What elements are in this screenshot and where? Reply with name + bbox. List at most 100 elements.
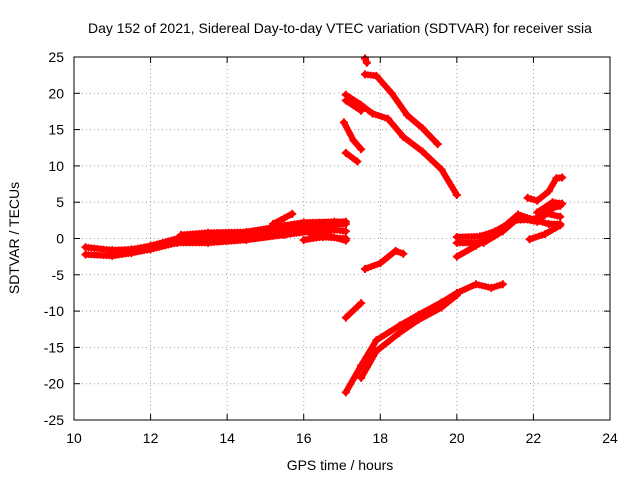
y-axis-label: SDTVAR / TECUs <box>6 182 22 294</box>
x-axis-label: GPS time / hours <box>287 457 394 473</box>
data-point <box>540 230 549 239</box>
data-point <box>299 218 308 227</box>
x-tick-label: 12 <box>143 430 159 446</box>
data-point <box>269 219 278 228</box>
data-point <box>280 221 289 230</box>
data-point <box>288 209 297 218</box>
data-point <box>127 249 136 258</box>
data-series <box>81 54 567 397</box>
data-point <box>326 232 335 241</box>
y-tick-label: 0 <box>56 231 64 247</box>
data-point <box>242 235 251 244</box>
y-tick-label: 25 <box>48 49 64 65</box>
data-point <box>558 173 567 182</box>
x-tick-label: 16 <box>296 430 312 446</box>
data-point <box>387 89 396 98</box>
data-point <box>341 148 350 157</box>
data-point <box>341 236 350 245</box>
data-point <box>418 124 427 133</box>
data-point <box>399 132 408 141</box>
series-band <box>342 281 506 396</box>
data-point <box>556 212 565 221</box>
data-point <box>437 303 446 312</box>
data-point <box>357 373 366 382</box>
data-point <box>498 280 507 289</box>
data-point <box>472 241 480 250</box>
y-tick-label: 5 <box>56 194 64 210</box>
data-point <box>395 321 404 330</box>
y-tick-label: 10 <box>48 158 64 174</box>
x-tick-label: 18 <box>372 430 388 446</box>
series-band-b <box>81 225 350 260</box>
data-point <box>341 388 350 397</box>
data-point <box>330 217 339 226</box>
data-point <box>418 147 427 156</box>
series-markers <box>357 291 461 382</box>
data-point <box>452 190 461 199</box>
y-tick-label: 20 <box>48 85 64 101</box>
data-point <box>437 165 446 174</box>
data-point <box>395 328 404 337</box>
y-tick-label: -20 <box>44 376 64 392</box>
data-point <box>544 187 553 196</box>
data-point <box>81 250 90 259</box>
data-point <box>242 227 251 236</box>
data-point <box>341 96 350 105</box>
data-point <box>307 230 316 239</box>
x-tick-label: 24 <box>602 430 618 446</box>
data-point <box>372 336 381 345</box>
series-arc-upper-3 <box>341 90 461 199</box>
series-band-evening-4 <box>525 221 565 244</box>
series-band-evening-6 <box>533 198 567 217</box>
data-point <box>452 238 461 247</box>
series-markers <box>342 280 507 396</box>
data-point <box>376 259 385 268</box>
data-point <box>491 230 500 239</box>
series-arc-mid <box>360 246 408 273</box>
data-point <box>372 71 381 80</box>
data-point <box>472 280 480 289</box>
data-point <box>360 70 369 79</box>
data-point <box>452 291 461 300</box>
data-point <box>433 140 442 149</box>
series-band-d <box>269 209 297 228</box>
data-point <box>280 230 289 239</box>
series-band-evening-5 <box>523 173 567 205</box>
data-point <box>544 219 553 228</box>
data-point <box>204 228 212 237</box>
data-point <box>452 252 461 261</box>
data-point <box>341 227 350 236</box>
data-point <box>529 215 538 224</box>
data-point <box>173 238 182 247</box>
data-point <box>339 118 348 127</box>
series-arc-upper-1 <box>360 54 371 67</box>
data-point <box>487 283 496 292</box>
data-point <box>414 315 423 324</box>
data-point <box>357 106 366 115</box>
data-point <box>383 114 392 123</box>
y-tick-label: -10 <box>44 303 64 319</box>
data-point <box>353 157 362 166</box>
data-point <box>372 347 381 356</box>
series-arc-upper-5 <box>339 118 366 154</box>
y-tick-label: -15 <box>44 339 64 355</box>
data-point <box>475 232 484 241</box>
data-point <box>330 225 339 234</box>
x-tick-label: 22 <box>526 430 542 446</box>
series-arc-low-3 <box>357 291 461 382</box>
data-point <box>177 230 186 239</box>
data-point <box>523 193 532 202</box>
series-arc-low-1 <box>341 299 366 322</box>
data-point <box>357 145 366 154</box>
series-arc-upper-4 <box>341 96 366 115</box>
data-point <box>391 246 400 255</box>
chart-title: Day 152 of 2021, Sidereal Day-to-day VTE… <box>88 20 592 36</box>
x-tick-label: 10 <box>66 430 82 446</box>
data-point <box>556 221 565 230</box>
data-point <box>146 245 155 254</box>
y-tick-label: 15 <box>48 122 64 138</box>
y-tick-label: -25 <box>44 412 64 428</box>
data-point <box>403 111 412 120</box>
data-point <box>357 299 366 308</box>
